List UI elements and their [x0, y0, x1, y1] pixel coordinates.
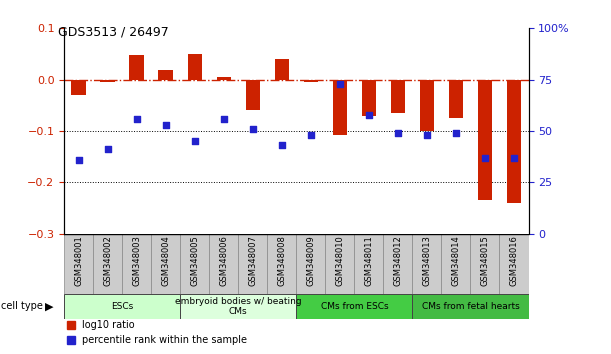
Text: GSM348003: GSM348003: [132, 235, 141, 286]
Text: GSM348010: GSM348010: [335, 235, 345, 286]
Point: [248, 126, 258, 132]
Text: CMs from fetal hearts: CMs from fetal hearts: [422, 302, 519, 311]
Text: GSM348009: GSM348009: [306, 235, 315, 286]
Text: GSM348006: GSM348006: [219, 235, 229, 286]
Text: GSM348015: GSM348015: [480, 235, 489, 286]
Point: [161, 122, 170, 128]
Text: GSM348008: GSM348008: [277, 235, 287, 286]
Bar: [152, 234, 180, 294]
Bar: [326, 234, 354, 294]
Bar: [448, 80, 463, 118]
Text: GSM348001: GSM348001: [74, 235, 83, 286]
Text: cell type: cell type: [1, 301, 43, 311]
Bar: [412, 234, 441, 294]
Bar: [470, 234, 500, 294]
Bar: [188, 54, 202, 80]
Point: [364, 112, 374, 118]
Text: GSM348011: GSM348011: [364, 235, 373, 286]
Bar: [390, 80, 405, 113]
Text: GSM348014: GSM348014: [452, 235, 461, 286]
Point: [132, 116, 142, 121]
Bar: [441, 234, 470, 294]
Bar: [274, 59, 289, 80]
Bar: [507, 80, 521, 203]
Text: GSM348013: GSM348013: [422, 235, 431, 286]
Bar: [180, 234, 209, 294]
Bar: [296, 234, 326, 294]
Text: GSM348005: GSM348005: [190, 235, 199, 286]
Point: [74, 157, 84, 162]
Point: [219, 116, 229, 121]
Bar: [412, 294, 529, 319]
Bar: [500, 234, 529, 294]
Bar: [268, 234, 296, 294]
Point: [422, 132, 432, 138]
Point: [306, 132, 316, 138]
Point: [103, 147, 112, 152]
Bar: [332, 80, 347, 135]
Bar: [93, 234, 122, 294]
Text: GSM348007: GSM348007: [248, 235, 257, 286]
Bar: [122, 234, 152, 294]
Bar: [158, 70, 173, 80]
Bar: [64, 294, 180, 319]
Bar: [384, 234, 412, 294]
Point: [480, 155, 490, 160]
Bar: [238, 234, 268, 294]
Bar: [216, 77, 231, 80]
Point: [277, 143, 287, 148]
Legend: log10 ratio, percentile rank within the sample: log10 ratio, percentile rank within the …: [63, 316, 251, 349]
Bar: [478, 80, 492, 200]
Bar: [180, 294, 296, 319]
Text: embryoid bodies w/ beating
CMs: embryoid bodies w/ beating CMs: [175, 297, 302, 316]
Bar: [71, 80, 86, 95]
Bar: [246, 80, 260, 110]
Point: [335, 81, 345, 87]
Text: ESCs: ESCs: [111, 302, 133, 311]
Text: GSM348004: GSM348004: [161, 235, 170, 286]
Bar: [354, 234, 384, 294]
Bar: [100, 80, 115, 82]
Point: [190, 138, 200, 144]
Bar: [209, 234, 238, 294]
Text: GDS3513 / 26497: GDS3513 / 26497: [58, 26, 169, 39]
Bar: [130, 55, 144, 80]
Bar: [304, 80, 318, 82]
Text: ▶: ▶: [45, 301, 53, 311]
Bar: [64, 234, 93, 294]
Text: GSM348016: GSM348016: [510, 235, 519, 286]
Bar: [362, 80, 376, 115]
Text: GSM348002: GSM348002: [103, 235, 112, 286]
Bar: [296, 294, 412, 319]
Text: CMs from ESCs: CMs from ESCs: [321, 302, 388, 311]
Point: [509, 155, 519, 160]
Point: [393, 130, 403, 136]
Bar: [420, 80, 434, 131]
Point: [451, 130, 461, 136]
Text: GSM348012: GSM348012: [393, 235, 403, 286]
